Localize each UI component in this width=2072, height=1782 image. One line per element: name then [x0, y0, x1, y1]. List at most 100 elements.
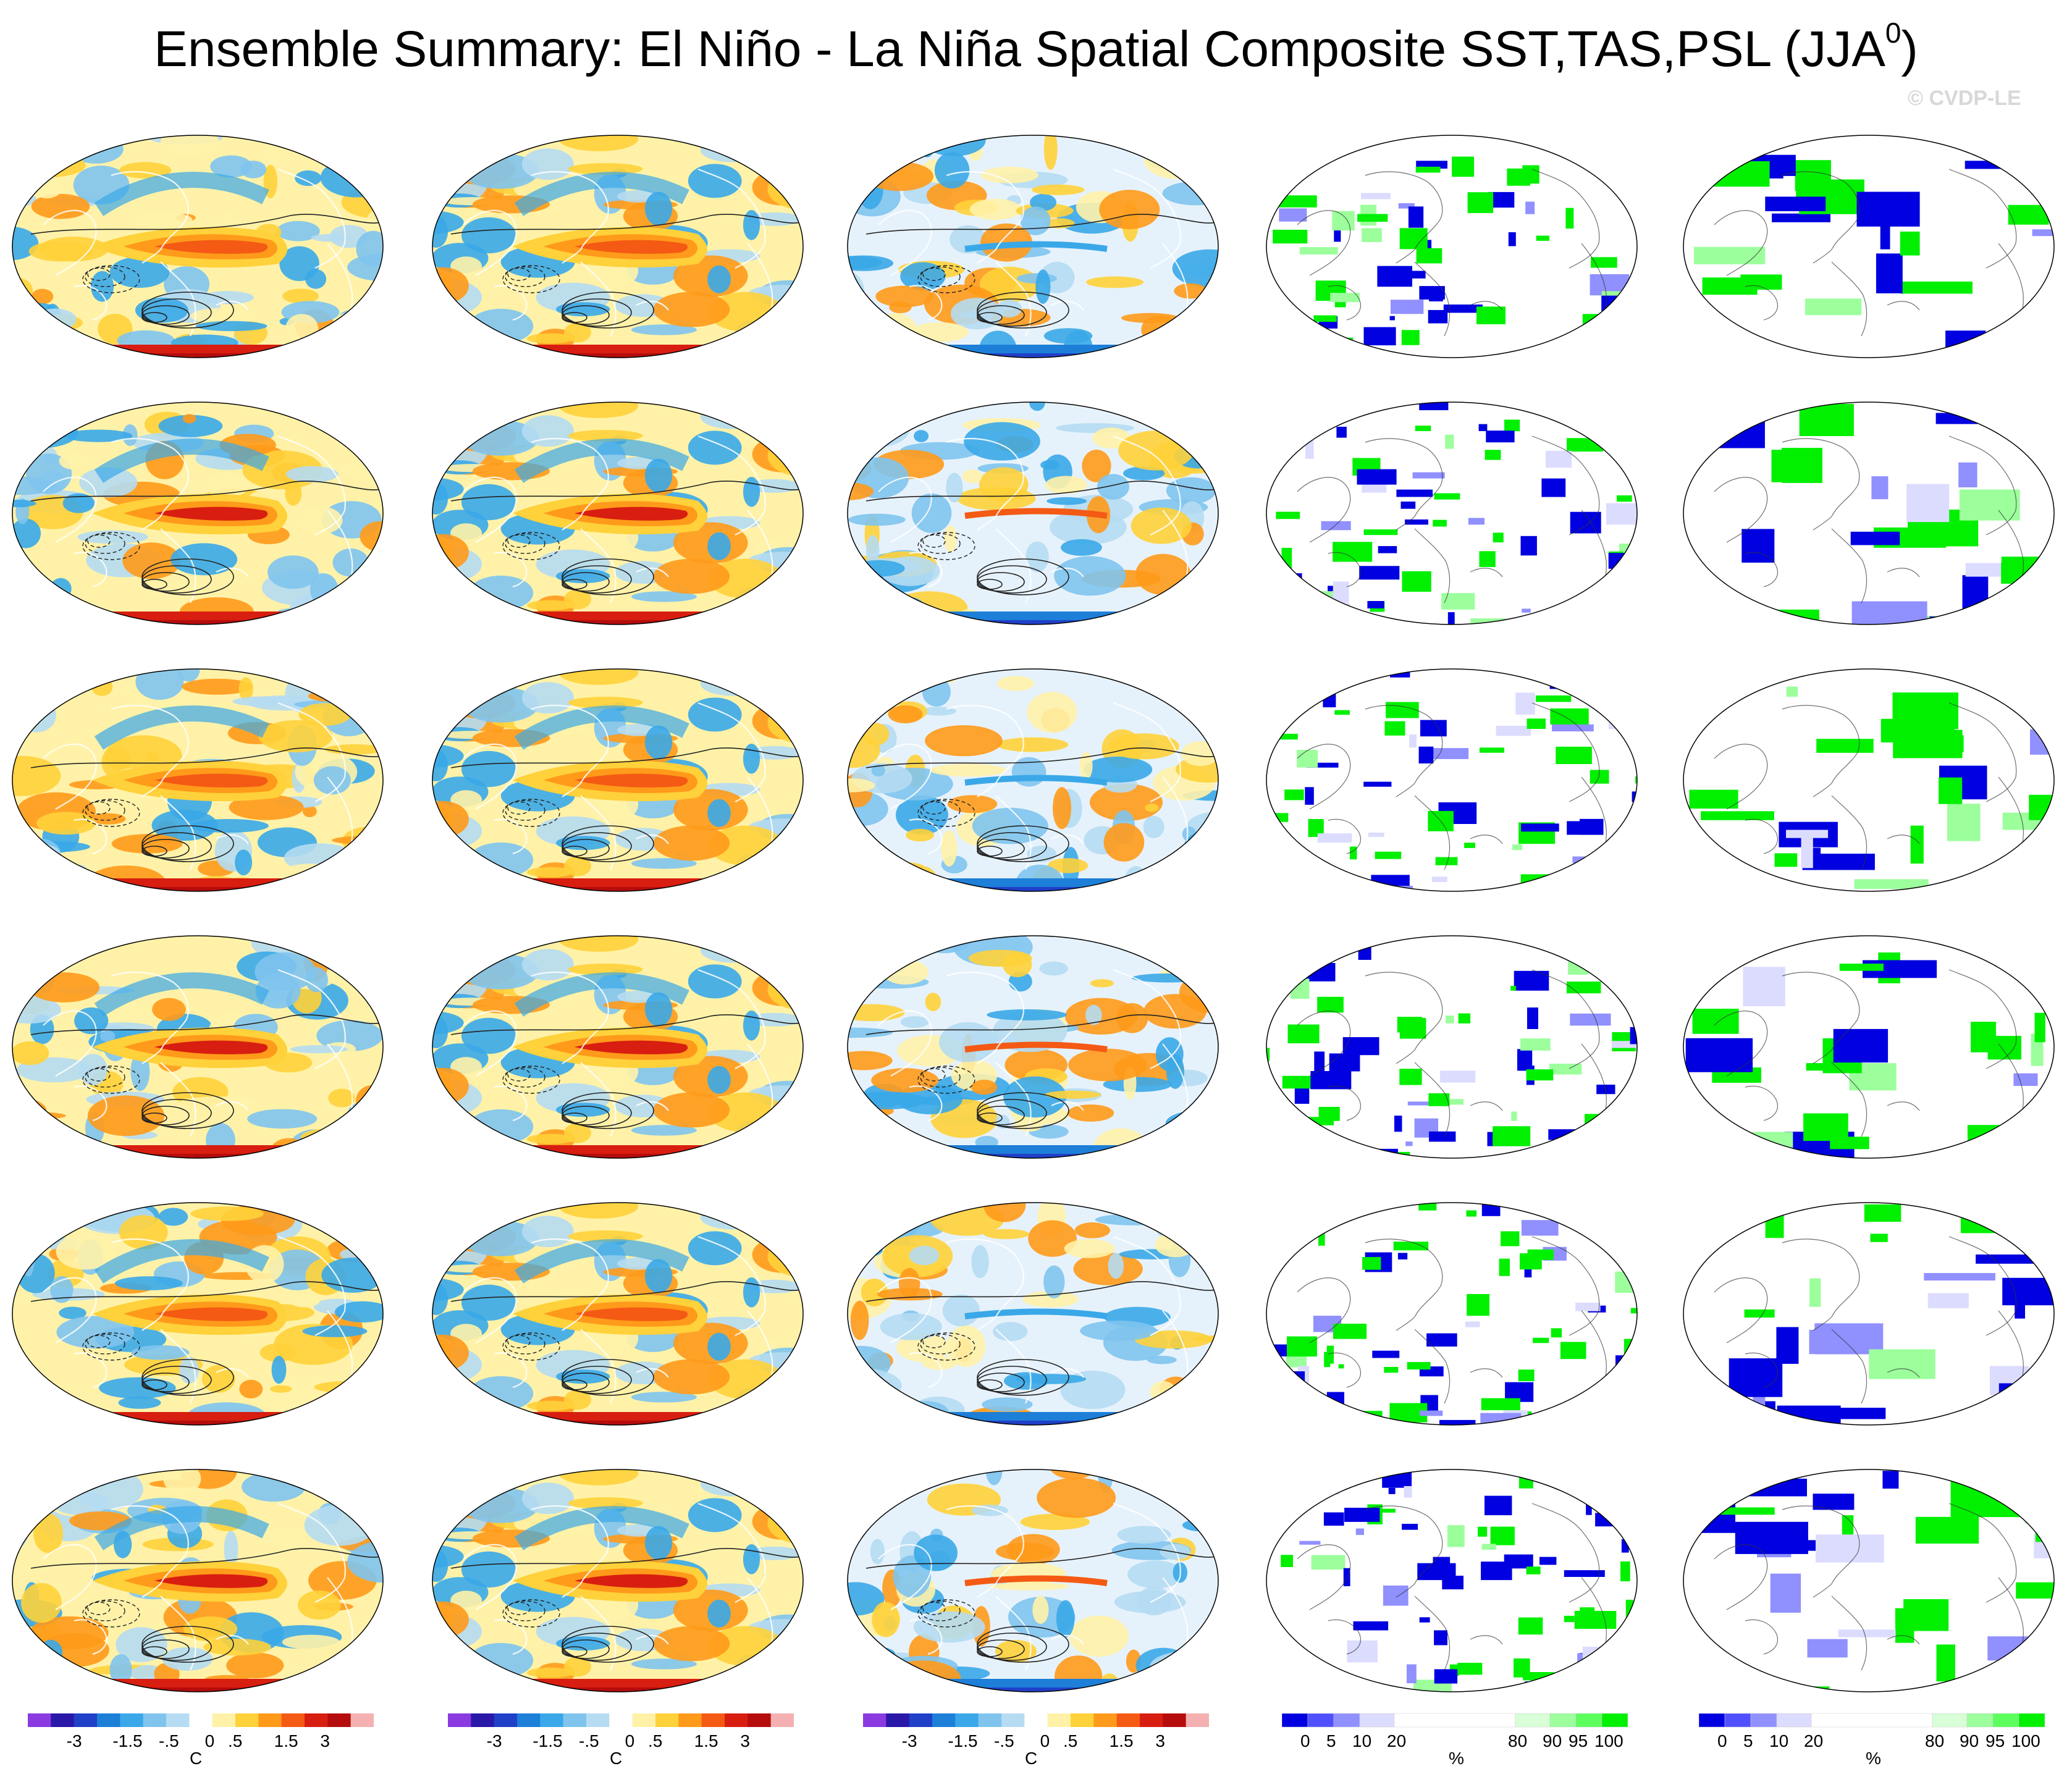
rank-cell [1740, 1478, 1807, 1497]
anomaly-patch [720, 607, 801, 624]
psl-contour-negative [922, 534, 946, 548]
anomaly-patch [743, 1011, 760, 1041]
panel-rank-psl [1671, 1172, 2066, 1444]
anomaly-patch [732, 673, 784, 695]
observations-map [432, 1202, 804, 1426]
anomaly-patch [983, 1203, 1026, 1222]
anomaly-patch [527, 333, 574, 344]
coastline [1831, 528, 1868, 603]
colorbar-swatch [305, 1713, 328, 1727]
rank-cell [1632, 791, 1637, 802]
coastline [1887, 834, 1920, 844]
anomaly-patch [1047, 858, 1089, 873]
anomaly-patch [880, 1313, 942, 1340]
anomaly-patch [52, 404, 92, 413]
anomaly-patch [432, 1668, 487, 1689]
panel-rank-sst [1254, 906, 1649, 1177]
colorbar-swatch [1776, 1713, 1812, 1728]
coastline [494, 285, 528, 321]
anomaly-patch [717, 617, 749, 624]
anomaly-patch [732, 939, 784, 962]
anomaly-patch [1061, 539, 1102, 556]
coastline [494, 1085, 528, 1122]
psl-contour-negative [922, 267, 946, 281]
anomaly-patch [432, 936, 470, 974]
anomaly-patch [432, 1404, 464, 1425]
anomaly-patch [210, 155, 253, 178]
rank-cell [2042, 1482, 2054, 1519]
rank-cell [1521, 1220, 1559, 1236]
rank-cell [1959, 489, 2020, 521]
rank-cell [1595, 669, 1614, 677]
map-border [12, 135, 384, 358]
rank-cell [1359, 566, 1400, 580]
anomaly-patch [1144, 1140, 1218, 1158]
anomaly-patch [250, 1384, 319, 1410]
psl-contour [977, 1092, 1069, 1129]
anomaly-patch [920, 1469, 935, 1484]
anomaly-patch [162, 1647, 213, 1671]
rank-cell [1965, 620, 1986, 624]
polar-band-inner [12, 1154, 383, 1158]
coastline [1414, 1062, 1451, 1137]
difference-map [847, 401, 1219, 625]
anomaly-patch [289, 591, 369, 624]
rank-cell [2033, 624, 2060, 628]
anomaly-patch [521, 682, 574, 714]
colorbar-tick-label: 3 [740, 1731, 750, 1750]
rank-cell [1326, 1392, 1344, 1412]
anomaly-patch [1095, 1214, 1173, 1225]
anomaly-patch [707, 799, 731, 827]
anomaly-patch [912, 1397, 965, 1424]
coastline [1714, 1277, 1768, 1343]
anomaly-patch [1135, 553, 1191, 595]
map-border [1266, 935, 1638, 1159]
rank-cell [1619, 416, 1637, 420]
anomaly-patch [877, 1288, 943, 1301]
colorbar-swatch [678, 1713, 702, 1727]
rank-cell [1439, 1070, 1476, 1083]
rank-cell [1565, 893, 1577, 894]
anomaly-patch [22, 1238, 35, 1277]
colorbar-swatch [1071, 1713, 1094, 1727]
psl-contour [30, 1548, 383, 1569]
anomaly-patch [1073, 1253, 1143, 1285]
colorbar-swatch [1724, 1713, 1751, 1728]
rank-cell [1520, 1038, 1551, 1051]
anomaly-patch [255, 952, 316, 991]
rank-cell [1276, 511, 1300, 519]
rank-cell [1333, 1324, 1367, 1339]
coastline [111, 1238, 189, 1331]
anomaly-patch [21, 1582, 62, 1623]
anomaly-patch [12, 996, 61, 1024]
rank-cell [1776, 1327, 1799, 1364]
map-border [1683, 1202, 2055, 1426]
rank-cell [1412, 472, 1445, 479]
anomaly-patch [432, 1011, 464, 1035]
rank-cell [1570, 1013, 1611, 1026]
rank-cell [1976, 1255, 2051, 1264]
rank-cell [1987, 1636, 2039, 1661]
rank-cell [1702, 1203, 1773, 1219]
coastline [1328, 285, 1361, 321]
map-background [1266, 135, 1637, 358]
psl-contour-negative [917, 1599, 975, 1628]
anomaly-patch [1196, 403, 1218, 437]
coastline [1051, 567, 1084, 578]
colorbar-tick-label: 1.5 [1109, 1731, 1134, 1750]
colorbar-unit: % [1866, 1749, 1881, 1768]
anomaly-patch [432, 1277, 464, 1301]
rank-cell [1347, 886, 1370, 891]
anomaly-patch [334, 936, 383, 969]
anomaly-patch [1020, 1513, 1090, 1530]
map-border [1683, 135, 2055, 358]
rank-cell [1965, 161, 2008, 169]
psl-contour-negative [87, 267, 111, 281]
anomaly-patch [688, 164, 742, 198]
rank-cell [2008, 204, 2049, 225]
rank-cell [1457, 1663, 1483, 1675]
polar-band [12, 1412, 383, 1425]
warm-tongue-core [575, 1307, 688, 1321]
map-border [847, 1202, 1219, 1426]
coastline [1365, 171, 1443, 264]
